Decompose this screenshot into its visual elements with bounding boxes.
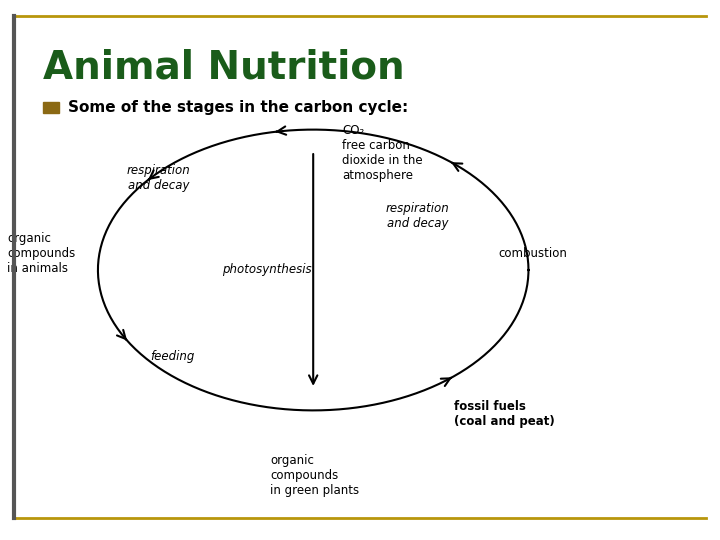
Text: organic
compounds
in animals: organic compounds in animals [7,232,76,275]
Text: fossil fuels
(coal and peat): fossil fuels (coal and peat) [454,400,554,428]
Text: respiration
and decay: respiration and decay [127,164,190,192]
Text: organic
compounds
in green plants: organic compounds in green plants [270,454,359,497]
Text: Some of the stages in the carbon cycle:: Some of the stages in the carbon cycle: [68,100,409,115]
Text: photosynthesis: photosynthesis [222,264,311,276]
Text: combustion: combustion [498,247,567,260]
Text: feeding: feeding [150,350,195,363]
Bar [43,102,59,113]
Text: Animal Nutrition: Animal Nutrition [43,49,405,86]
Text: CO₂
free carbon
dioxide in the
atmosphere: CO₂ free carbon dioxide in the atmospher… [342,124,423,182]
Text: respiration
and decay: respiration and decay [386,202,449,230]
